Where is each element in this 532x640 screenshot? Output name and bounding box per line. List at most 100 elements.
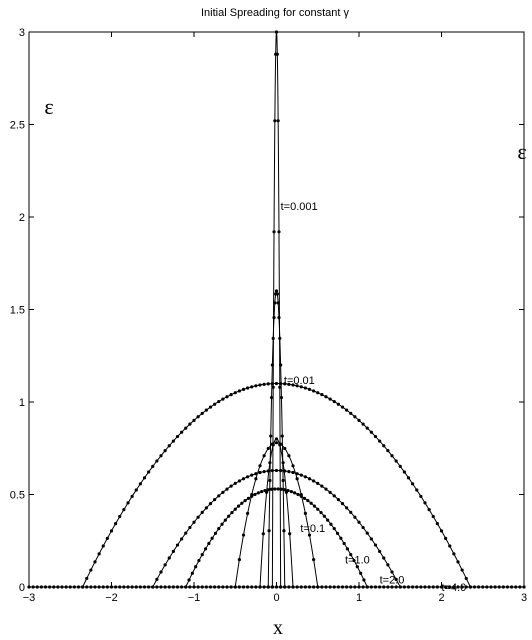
data-point	[246, 496, 251, 500]
data-point	[272, 230, 276, 234]
data-point	[258, 470, 262, 475]
y-tick-label: 2	[19, 212, 25, 224]
baseline-point	[233, 585, 237, 589]
data-point	[262, 382, 266, 386]
data-point	[109, 529, 114, 533]
baseline-point	[221, 585, 225, 589]
data-point	[353, 515, 357, 519]
data-point	[275, 52, 279, 56]
data-point	[373, 434, 378, 439]
baseline-point	[159, 585, 163, 589]
data-point	[180, 430, 184, 434]
baseline-point	[85, 585, 89, 589]
data-point	[233, 507, 237, 511]
baseline-point	[386, 585, 390, 589]
data-point	[287, 470, 291, 474]
data-point	[262, 470, 266, 474]
data-point	[289, 489, 293, 494]
baseline-point	[163, 585, 167, 589]
data-point	[196, 515, 200, 519]
baseline-point	[192, 585, 196, 589]
data-point	[295, 384, 299, 388]
data-point	[89, 568, 93, 572]
data-point	[369, 537, 373, 541]
data-point	[394, 459, 398, 463]
data-point	[291, 464, 295, 468]
data-point	[435, 522, 439, 526]
y-tick-label: 3	[19, 27, 25, 39]
data-point	[312, 557, 316, 562]
data-point	[349, 552, 353, 557]
data-point	[130, 494, 134, 498]
baseline-point	[340, 585, 345, 589]
data-point	[277, 316, 281, 320]
data-point	[274, 381, 279, 386]
data-point	[411, 482, 415, 486]
data-point	[221, 397, 225, 401]
data-point	[283, 469, 287, 473]
data-point	[357, 418, 361, 422]
baseline-point	[237, 585, 241, 589]
baseline-point	[130, 585, 134, 589]
data-point	[270, 381, 274, 386]
x-tick-label: −1	[188, 592, 201, 604]
data-point	[271, 336, 275, 340]
data-point	[237, 389, 241, 393]
data-point	[217, 527, 221, 531]
data-point	[85, 576, 89, 581]
data-point	[208, 502, 213, 506]
data-point	[240, 501, 244, 505]
data-point	[266, 488, 270, 492]
data-point	[316, 391, 320, 395]
baseline-point	[114, 585, 118, 589]
data-point	[147, 470, 151, 474]
data-point	[258, 383, 262, 387]
data-point	[280, 434, 284, 438]
baseline-point	[444, 585, 448, 589]
data-point	[352, 558, 356, 563]
data-point	[282, 529, 286, 533]
data-point	[336, 402, 340, 406]
baseline-point	[89, 585, 93, 589]
x-tick-label: −2	[105, 592, 118, 604]
data-point	[359, 571, 363, 575]
data-point	[105, 536, 109, 540]
curves	[82, 31, 471, 588]
baseline-point	[283, 585, 287, 589]
data-point	[276, 301, 280, 305]
baseline-point	[155, 585, 159, 589]
data-point	[312, 479, 316, 483]
data-point	[302, 496, 307, 500]
baseline-point	[378, 585, 382, 589]
baseline-point	[27, 585, 31, 589]
baseline-point	[274, 585, 279, 589]
baseline-point	[382, 585, 386, 589]
data-point	[332, 399, 336, 404]
baseline-point	[324, 585, 328, 589]
x-axis-label: x	[273, 617, 283, 639]
data-point	[340, 502, 345, 506]
data-point	[328, 490, 332, 494]
series-line	[259, 438, 294, 588]
baseline-point	[493, 585, 497, 589]
data-point	[155, 459, 159, 463]
data-point	[175, 543, 180, 547]
baseline-point	[336, 585, 340, 589]
data-point	[340, 405, 345, 409]
data-point	[225, 487, 229, 491]
data-point	[93, 560, 97, 564]
baseline-point	[266, 585, 270, 589]
data-point	[439, 529, 444, 533]
baseline-point	[126, 585, 130, 589]
baseline-point	[250, 585, 254, 589]
data-point	[339, 536, 343, 540]
data-point	[353, 415, 357, 419]
data-point	[278, 385, 282, 389]
data-point	[200, 510, 204, 515]
data-point	[204, 506, 208, 510]
baseline-point	[196, 585, 200, 589]
baseline-point	[204, 585, 208, 589]
data-point	[233, 391, 237, 395]
data-point	[394, 577, 398, 581]
series-line	[271, 31, 282, 588]
